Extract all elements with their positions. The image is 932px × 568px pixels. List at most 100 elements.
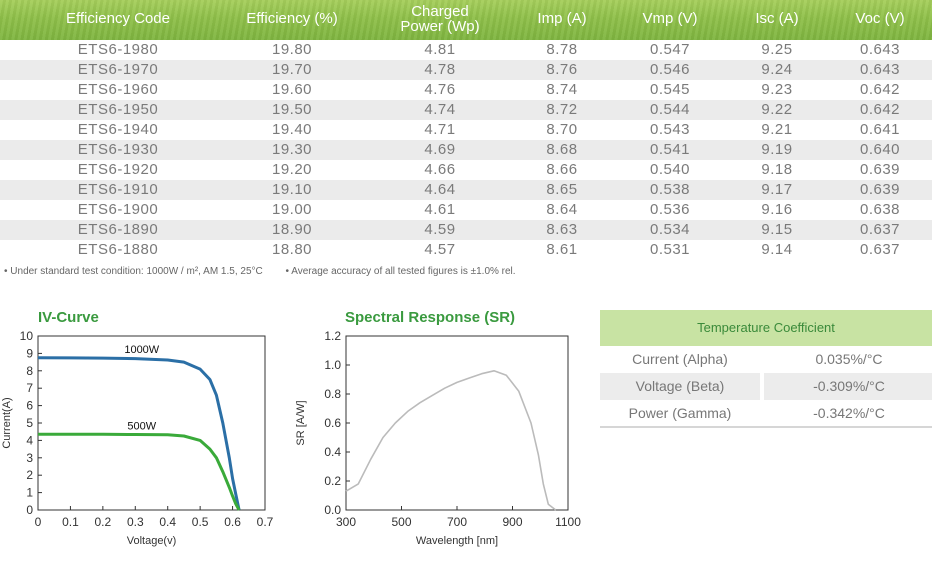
cell-code: ETS6-1880 <box>77 241 159 258</box>
cell-vmp: 0.534 <box>649 221 691 238</box>
series-label: 500W <box>127 420 156 432</box>
cell-voc: 0.637 <box>859 221 901 238</box>
cell-vmp: 0.544 <box>649 101 691 118</box>
cell-power: 4.76 <box>424 81 456 98</box>
cell-vmp: 0.536 <box>649 201 691 218</box>
cell-vmp: 0.531 <box>649 241 691 258</box>
cell-isc: 9.18 <box>761 161 793 178</box>
col-header-power: Charged Power (Wp) <box>400 4 479 34</box>
cell-power: 4.61 <box>424 201 456 218</box>
temp-coeff-row: Current (Alpha) 0.035%/°C <box>600 346 932 373</box>
cell-code: ETS6-1930 <box>77 141 159 158</box>
y-tick-label: 0.0 <box>324 503 341 517</box>
series-line <box>38 432 241 511</box>
cell-voc: 0.637 <box>859 241 901 258</box>
cell-efficiency: 19.00 <box>271 201 313 218</box>
spectral-response-chart: 0.0 0.2 0.4 0.6 0.8 1.0 1.2 300 500 700 900 1100 Wav… <box>295 329 581 547</box>
temp-coeff-label: Voltage (Beta) <box>635 378 725 394</box>
cell-voc: 0.643 <box>859 61 901 78</box>
x-tick-label: 500 <box>391 515 411 529</box>
cell-efficiency: 18.80 <box>271 241 313 258</box>
cell-vmp: 0.540 <box>649 161 691 178</box>
cell-voc: 0.641 <box>859 121 901 138</box>
cell-efficiency: 18.90 <box>271 221 313 238</box>
temp-coeff-value: 0.035%/°C <box>815 351 883 367</box>
cell-imp: 8.74 <box>546 81 578 98</box>
plot-frame <box>345 335 569 511</box>
row-shade <box>600 373 760 400</box>
col-header-power-line1: Charged <box>411 3 469 20</box>
table-row: ETS6-1880 18.80 4.57 8.61 0.531 9.14 0.637 <box>0 240 932 260</box>
cell-code: ETS6-1970 <box>77 61 159 78</box>
series-line <box>345 369 557 511</box>
cell-imp: 8.68 <box>546 141 578 158</box>
cell-imp: 8.76 <box>546 61 578 78</box>
cell-vmp: 0.538 <box>649 181 691 198</box>
y-tick-label: 0.2 <box>324 474 341 488</box>
col-header-power-line2: Power (Wp) <box>400 18 480 35</box>
iv-chart-title: IV-Curve <box>38 309 99 326</box>
y-tick-label: 6 <box>26 399 33 413</box>
cell-isc: 9.21 <box>761 121 793 138</box>
cell-power: 4.64 <box>424 181 456 198</box>
col-header-voc: Voc (V) <box>855 10 905 27</box>
footnote-test-condition: • Under standard test condition: 1000W /… <box>4 266 263 277</box>
cell-isc: 9.16 <box>761 201 793 218</box>
y-tick-label: 1 <box>26 486 33 500</box>
footnote-accuracy: • Average accuracy of all tested figures… <box>285 266 516 277</box>
cell-vmp: 0.546 <box>649 61 691 78</box>
temp-coeff-value: -0.342%/°C <box>813 405 885 421</box>
cell-isc: 9.19 <box>761 141 793 158</box>
x-tick-label: 0.3 <box>127 515 144 529</box>
series-label: 1000W <box>124 344 159 356</box>
table-row: ETS6-1900 19.00 4.61 8.64 0.536 9.16 0.638 <box>0 200 932 220</box>
y-tick-label: 0 <box>26 503 33 517</box>
temp-coeff-divider <box>600 426 932 428</box>
col-header-vmp: Vmp (V) <box>642 10 698 27</box>
y-tick-label: 1.0 <box>324 358 341 372</box>
series-line <box>37 356 241 511</box>
cell-code: ETS6-1900 <box>77 201 159 218</box>
cell-isc: 9.15 <box>761 221 793 238</box>
cell-vmp: 0.545 <box>649 81 691 98</box>
table-body: ETS6-1980 19.80 4.81 8.78 0.547 9.25 0.643 ETS6… <box>0 40 932 260</box>
cell-imp: 8.66 <box>546 161 578 178</box>
cell-imp: 8.65 <box>546 181 578 198</box>
cell-power: 4.57 <box>424 241 456 258</box>
cell-efficiency: 19.50 <box>271 101 313 118</box>
table-row: ETS6-1970 19.70 4.78 8.76 0.546 9.24 0.643 <box>0 60 932 80</box>
cell-code: ETS6-1960 <box>77 81 159 98</box>
y-tick-label: 0.4 <box>324 445 341 459</box>
cell-voc: 0.642 <box>859 101 901 118</box>
x-tick-label: 900 <box>502 515 522 529</box>
cell-power: 4.71 <box>424 121 456 138</box>
table-row: ETS6-1890 18.90 4.59 8.63 0.534 9.15 0.637 <box>0 220 932 240</box>
cell-isc: 9.17 <box>761 181 793 198</box>
col-header-imp: Imp (A) <box>537 10 587 27</box>
x-tick-label: 0.2 <box>95 515 112 529</box>
cell-vmp: 0.547 <box>649 41 691 58</box>
col-header-code: Efficiency Code <box>66 10 170 27</box>
cell-power: 4.66 <box>424 161 456 178</box>
temperature-coefficient-table: Temperature Coefficient Current (Alpha) 0… <box>600 310 932 428</box>
table-row: ETS6-1980 19.80 4.81 8.78 0.547 9.25 0.643 <box>0 40 932 60</box>
cell-code: ETS6-1890 <box>77 221 159 238</box>
y-axis-label: SR [A/W] <box>295 400 307 445</box>
cell-efficiency: 19.30 <box>271 141 313 158</box>
temp-coeff-label: Power (Gamma) <box>628 405 732 421</box>
y-tick-label: 9 <box>26 346 33 360</box>
x-axis-label: Wavelength [nm] <box>416 535 498 547</box>
x-tick-label: 0.6 <box>224 515 241 529</box>
cell-imp: 8.72 <box>546 101 578 118</box>
cell-isc: 9.14 <box>761 241 793 258</box>
x-tick-label: 700 <box>447 515 467 529</box>
table-row: ETS6-1950 19.50 4.74 8.72 0.544 9.22 0.642 <box>0 100 932 120</box>
table-row: ETS6-1920 19.20 4.66 8.66 0.540 9.18 0.639 <box>0 160 932 180</box>
temp-coeff-row: Voltage (Beta) -0.309%/°C <box>600 373 932 400</box>
table-row: ETS6-1910 19.10 4.64 8.65 0.538 9.17 0.639 <box>0 180 932 200</box>
cell-efficiency: 19.60 <box>271 81 313 98</box>
cell-voc: 0.643 <box>859 41 901 58</box>
cell-voc: 0.639 <box>859 181 901 198</box>
table-header: Efficiency Code Efficiency (%) Charged P… <box>0 0 932 40</box>
cell-efficiency: 19.20 <box>271 161 313 178</box>
